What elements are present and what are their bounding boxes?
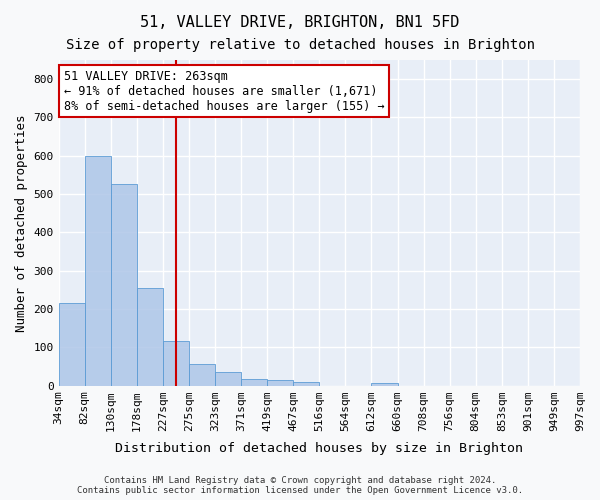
Bar [59,303,85,386]
Bar [189,364,215,386]
Bar [267,380,293,386]
Bar [85,156,111,386]
Y-axis label: Number of detached properties: Number of detached properties [15,114,28,332]
Text: 51, VALLEY DRIVE, BRIGHTON, BN1 5FD: 51, VALLEY DRIVE, BRIGHTON, BN1 5FD [140,15,460,30]
Bar [371,383,398,386]
Bar [163,342,189,386]
Bar [111,184,137,386]
Bar [215,372,241,386]
Bar [293,382,319,386]
Text: Size of property relative to detached houses in Brighton: Size of property relative to detached ho… [65,38,535,52]
X-axis label: Distribution of detached houses by size in Brighton: Distribution of detached houses by size … [115,442,523,455]
Text: 51 VALLEY DRIVE: 263sqm
← 91% of detached houses are smaller (1,671)
8% of semi-: 51 VALLEY DRIVE: 263sqm ← 91% of detache… [64,70,385,113]
Bar [241,379,267,386]
Text: Contains HM Land Registry data © Crown copyright and database right 2024.
Contai: Contains HM Land Registry data © Crown c… [77,476,523,495]
Bar [137,288,163,386]
